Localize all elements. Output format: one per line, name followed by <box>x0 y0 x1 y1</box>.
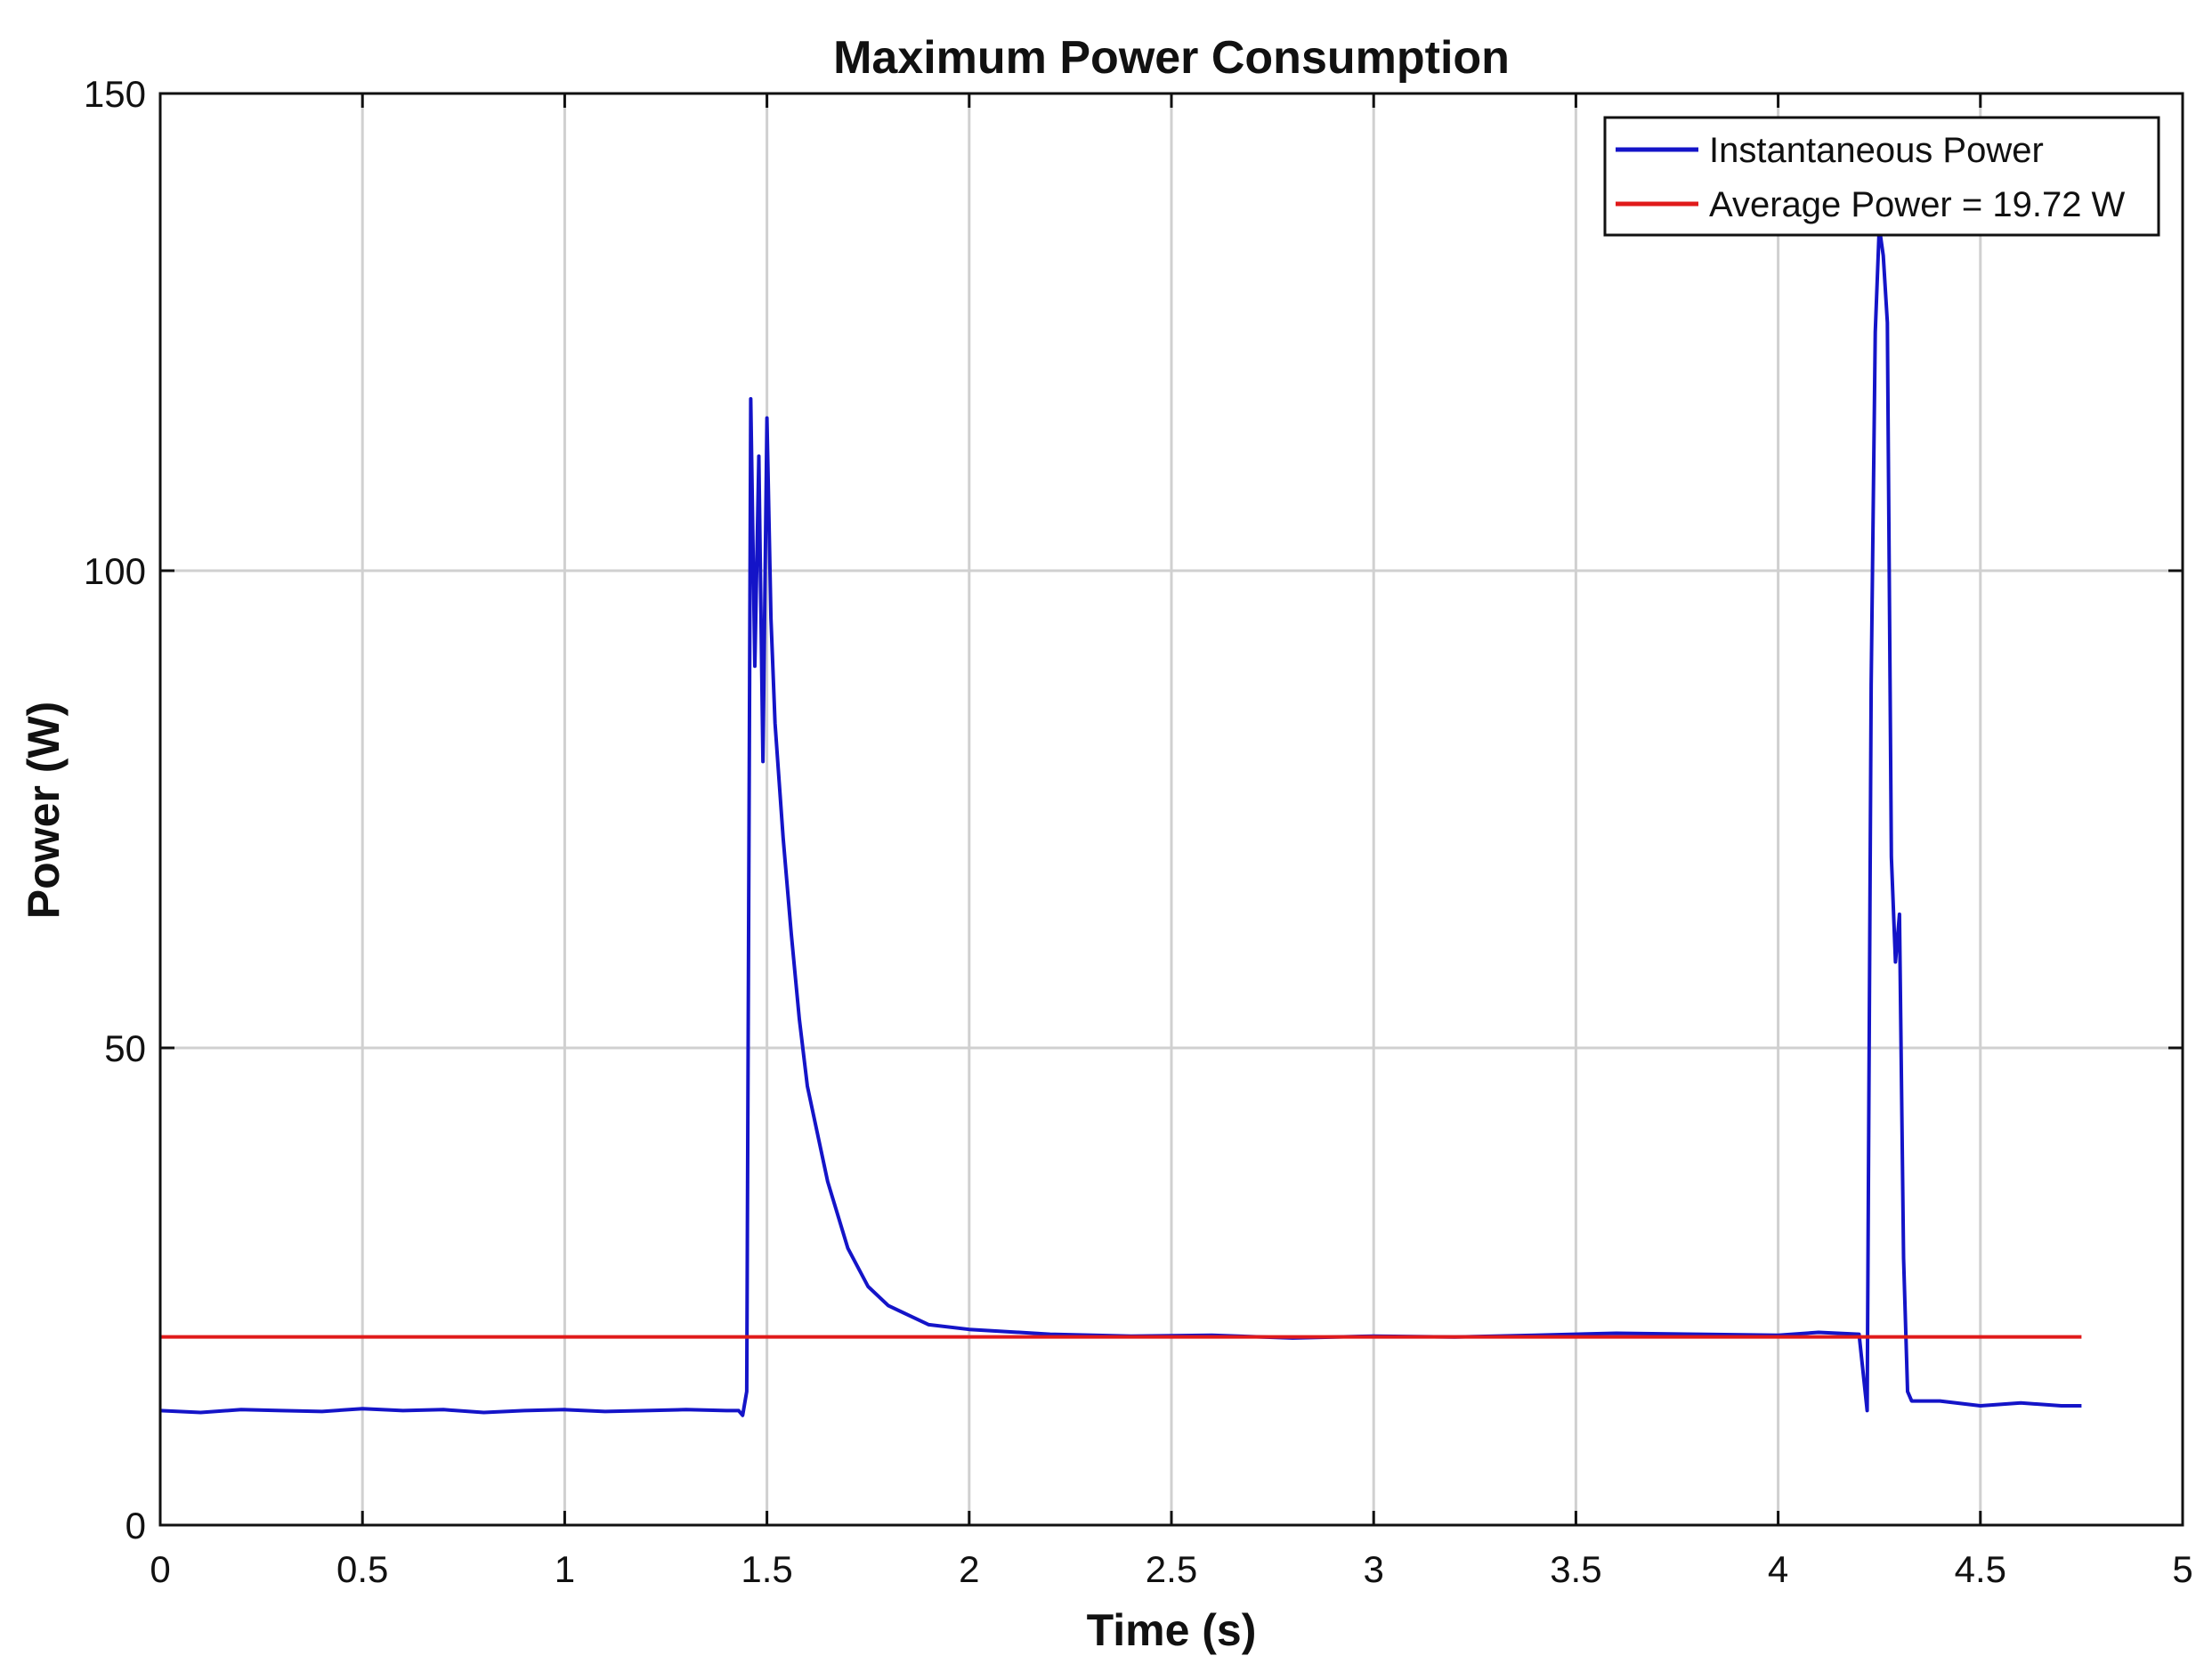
x-tick-label: 4.5 <box>1955 1548 2006 1590</box>
chart-title: Maximum Power Consumption <box>833 32 1510 84</box>
x-tick-label: 5 <box>2172 1548 2192 1590</box>
legend-box <box>1603 116 2160 237</box>
legend-label-average: Average Power = 19.72 W <box>1709 185 2126 224</box>
x-tick-label: 2.5 <box>1146 1548 1197 1590</box>
grid-layer <box>160 93 2183 1525</box>
x-tick-label: 3 <box>1364 1548 1384 1590</box>
x-tick-label: 4 <box>1768 1548 1788 1590</box>
legend-label-instantaneous: Instantaneous Power <box>1709 131 2044 170</box>
x-axis-label: Time (s) <box>1087 1605 1257 1655</box>
y-tick-label: 100 <box>84 550 146 592</box>
y-axis-label: Power (W) <box>19 702 69 919</box>
x-tick-label: 0.5 <box>336 1548 388 1590</box>
y-tick-label: 0 <box>126 1505 146 1546</box>
x-tick-label: 3.5 <box>1550 1548 1601 1590</box>
y-tick-label: 50 <box>104 1027 146 1069</box>
series-line-instantaneous-power <box>159 225 2082 1417</box>
legend: Instantaneous Power Average Power = 19.7… <box>1603 116 2160 237</box>
x-tick-label: 2 <box>959 1548 979 1590</box>
x-tick-label: 1 <box>555 1548 575 1590</box>
y-tick-label: 150 <box>84 73 146 115</box>
series-layer <box>159 225 2082 1417</box>
x-tick-label: 0 <box>150 1548 170 1590</box>
x-tick-label: 1.5 <box>741 1548 792 1590</box>
